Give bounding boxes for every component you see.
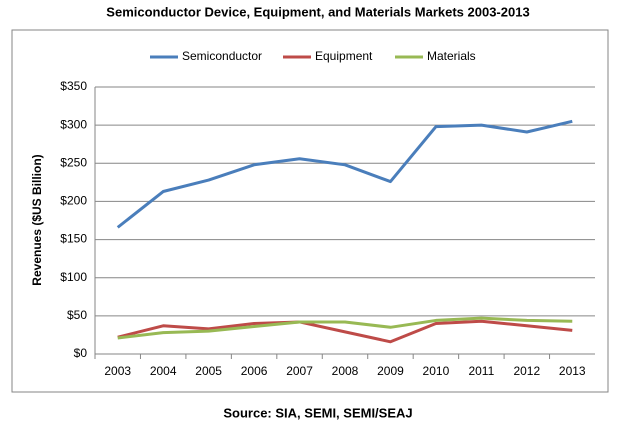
x-tick-label: 2012 <box>513 364 540 378</box>
source-note: Source: SIA, SEMI, SEMI/SEAJ <box>223 405 412 420</box>
y-axis-label: Revenues ($US Billion) <box>30 154 44 285</box>
chart-title: Semiconductor Device, Equipment, and Mat… <box>106 4 529 19</box>
x-tick-label: 2008 <box>332 364 359 378</box>
x-tick-label: 2006 <box>241 364 268 378</box>
y-tick-label: $150 <box>60 232 87 246</box>
x-tick-label: 2010 <box>423 364 450 378</box>
x-tick-label: 2003 <box>104 364 131 378</box>
legend-label: Materials <box>427 49 476 63</box>
y-tick-label: $100 <box>60 270 87 284</box>
y-tick-label: $50 <box>67 308 87 322</box>
legend-label: Semiconductor <box>182 49 262 63</box>
y-tick-label: $0 <box>74 346 88 360</box>
y-tick-label: $200 <box>60 194 87 208</box>
legend-label: Equipment <box>315 49 373 63</box>
data-line <box>116 119 573 229</box>
chart-frame <box>11 29 609 393</box>
y-tick-label: $300 <box>60 117 87 131</box>
data-line <box>117 319 573 344</box>
x-tick-label: 2009 <box>377 364 404 378</box>
y-tick-label: $350 <box>60 79 87 93</box>
x-tick-label: 2004 <box>150 364 177 378</box>
data-line <box>117 316 573 340</box>
x-tick-label: 2013 <box>559 364 586 378</box>
x-tick-label: 2011 <box>468 364 494 378</box>
x-tick-label: 2005 <box>195 364 222 378</box>
x-tick-label: 2007 <box>286 364 313 378</box>
y-tick-label: $250 <box>60 155 87 169</box>
